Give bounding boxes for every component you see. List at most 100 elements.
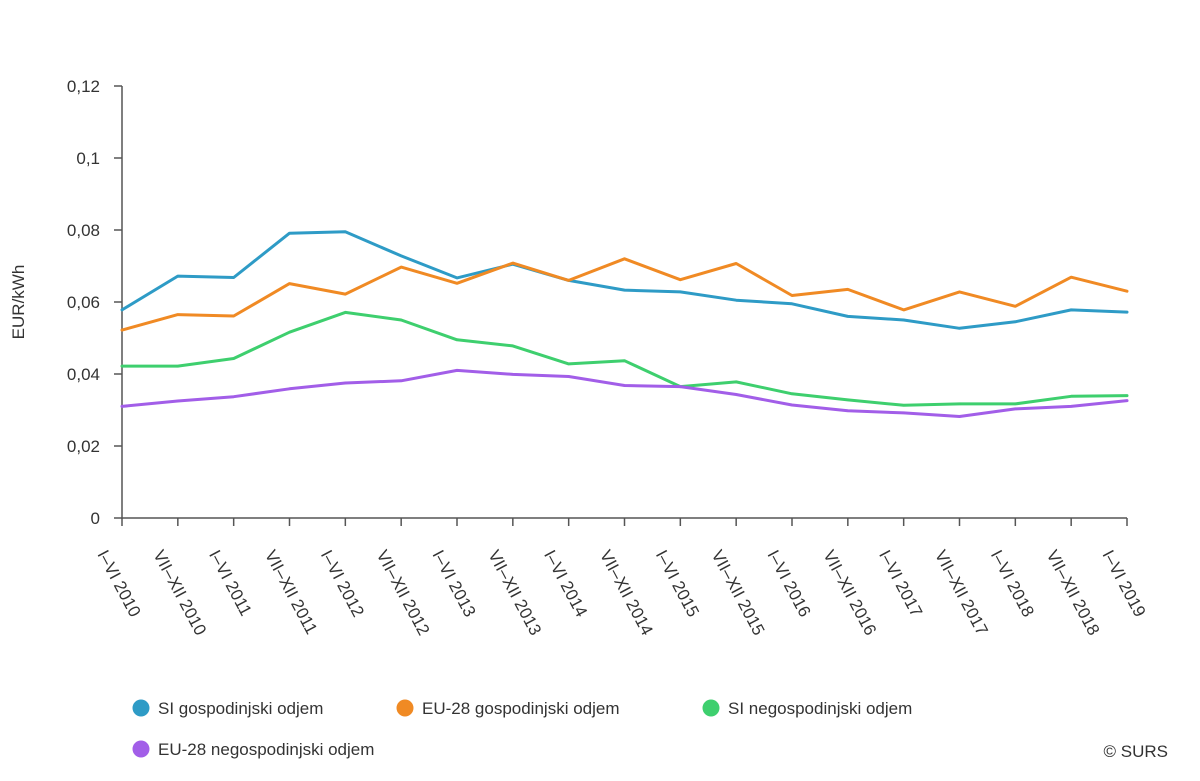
data-point xyxy=(846,314,850,318)
legend-item-3[interactable]: SI negospodinjski odjem xyxy=(702,699,913,718)
data-point xyxy=(343,310,347,314)
series-line-4 xyxy=(120,368,1129,418)
data-point xyxy=(1125,399,1129,403)
x-tick-label: VII–XII 2010 xyxy=(149,547,210,639)
x-tick-label: VII–XII 2016 xyxy=(819,547,880,639)
data-point xyxy=(120,364,124,368)
data-point xyxy=(511,372,515,376)
x-tick-label: VII–XII 2018 xyxy=(1043,547,1104,639)
data-point xyxy=(790,294,794,298)
data-point xyxy=(1125,289,1129,293)
data-point xyxy=(1013,320,1017,324)
data-point xyxy=(455,368,459,372)
x-tick-label: I–VI 2013 xyxy=(428,547,479,620)
data-point xyxy=(1069,275,1073,279)
y-tick-label: 0,12 xyxy=(67,77,100,96)
data-point xyxy=(1125,310,1129,314)
legend-marker xyxy=(132,740,150,758)
x-tick-label: VII–XII 2017 xyxy=(931,547,992,639)
legend-item-1[interactable]: SI gospodinjski odjem xyxy=(132,699,324,718)
data-point xyxy=(343,292,347,296)
x-tick-label: I–VI 2015 xyxy=(652,547,703,620)
x-tick-label: VII–XII 2014 xyxy=(596,547,657,639)
data-point xyxy=(455,276,459,280)
data-point xyxy=(288,330,292,334)
x-tick-label: I–VI 2012 xyxy=(317,547,368,620)
legend-item-4[interactable]: EU-28 negospodinjski odjem xyxy=(132,740,375,759)
legend[interactable]: SI gospodinjski odjem EU-28 gospodinjski … xyxy=(132,699,913,759)
data-point xyxy=(623,257,627,261)
legend-marker xyxy=(396,699,414,717)
data-point xyxy=(1069,404,1073,408)
data-point xyxy=(567,375,571,379)
data-point xyxy=(623,384,627,388)
data-point xyxy=(399,265,403,269)
data-point xyxy=(1125,394,1129,398)
data-point xyxy=(1013,407,1017,411)
x-tick-label: I–VI 2014 xyxy=(540,547,591,620)
data-point xyxy=(455,281,459,285)
data-point xyxy=(232,314,236,318)
data-point xyxy=(902,403,906,407)
series-line-2 xyxy=(120,257,1129,332)
data-point xyxy=(399,318,403,322)
data-point xyxy=(846,409,850,413)
data-point xyxy=(902,318,906,322)
data-point xyxy=(176,313,180,317)
x-tick-label: I–VI 2016 xyxy=(763,547,814,620)
data-point xyxy=(455,338,459,342)
data-point xyxy=(623,359,627,363)
series-lines xyxy=(120,230,1129,418)
y-tick-label: 0 xyxy=(91,509,100,528)
data-point xyxy=(846,287,850,291)
x-tick-label: VII–XII 2013 xyxy=(484,547,545,639)
data-point xyxy=(734,393,738,397)
data-point xyxy=(1069,308,1073,312)
data-point xyxy=(511,261,515,265)
data-point xyxy=(567,362,571,366)
x-tick-label: I–VI 2017 xyxy=(875,547,926,620)
data-point xyxy=(120,308,124,312)
data-point xyxy=(176,364,180,368)
y-tick-label: 0,02 xyxy=(67,437,100,456)
data-point xyxy=(734,261,738,265)
data-point xyxy=(958,326,962,330)
data-point xyxy=(511,344,515,348)
y-tick-label: 0,1 xyxy=(76,149,100,168)
x-tick-label: I–VI 2019 xyxy=(1098,547,1149,620)
x-tick-label: I–VI 2018 xyxy=(987,547,1038,620)
legend-label: SI gospodinjski odjem xyxy=(158,699,323,718)
legend-item-2[interactable]: EU-28 gospodinjski odjem xyxy=(396,699,620,718)
legend-label: SI negospodinjski odjem xyxy=(728,699,912,718)
data-point xyxy=(902,411,906,415)
data-point xyxy=(1013,304,1017,308)
data-point xyxy=(902,308,906,312)
series-line-3 xyxy=(120,310,1129,407)
data-point xyxy=(343,230,347,234)
data-point xyxy=(678,290,682,294)
y-tick-label: 0,04 xyxy=(67,365,100,384)
data-point xyxy=(1013,402,1017,406)
legend-marker xyxy=(702,699,720,717)
data-point xyxy=(734,380,738,384)
data-point xyxy=(958,290,962,294)
data-point xyxy=(790,302,794,306)
data-point xyxy=(678,278,682,282)
data-point xyxy=(288,387,292,391)
data-point xyxy=(343,381,347,385)
y-axis-ticks: 0 0,02 0,04 0,06 0,08 0,1 0,12 xyxy=(67,77,122,528)
data-point xyxy=(232,357,236,361)
x-tick-label: VII–XII 2012 xyxy=(373,547,434,639)
data-point xyxy=(120,328,124,332)
x-tick-label: I–VI 2010 xyxy=(93,547,144,620)
series-line-1 xyxy=(120,230,1129,330)
data-point xyxy=(176,274,180,278)
x-tick-label: VII–XII 2015 xyxy=(708,547,769,639)
x-tick-label: VII–XII 2011 xyxy=(261,547,321,637)
data-point xyxy=(1069,394,1073,398)
data-point xyxy=(232,276,236,280)
data-point xyxy=(623,288,627,292)
data-point xyxy=(176,399,180,403)
data-point xyxy=(846,398,850,402)
